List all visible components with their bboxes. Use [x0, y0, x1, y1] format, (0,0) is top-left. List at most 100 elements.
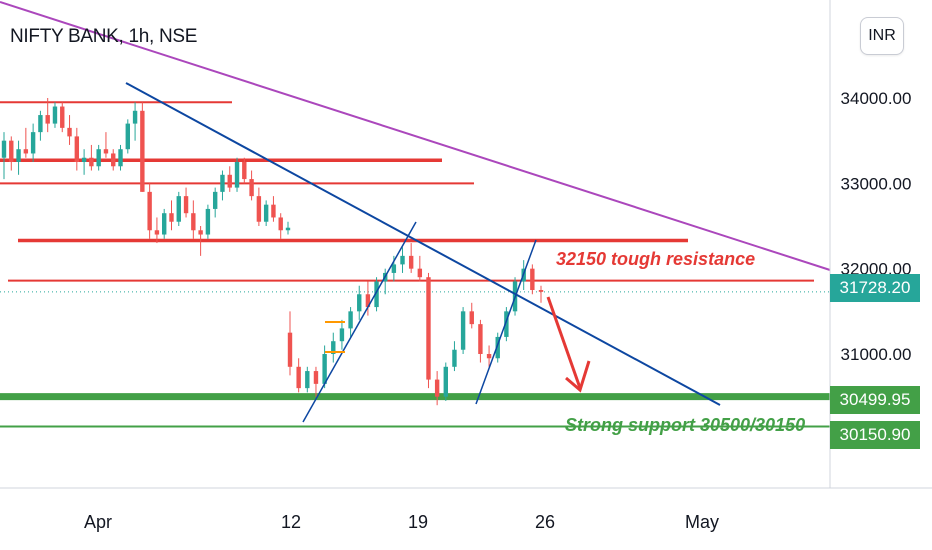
candle-body [285, 227, 291, 231]
candle [52, 102, 58, 128]
candle-body [52, 106, 58, 124]
candle-body [16, 149, 21, 162]
candle [305, 366, 310, 393]
candle-body [256, 196, 262, 222]
descending-trend-line [125, 82, 721, 406]
price-tick-label: 32000.00 [841, 260, 912, 279]
forecast-arrow-shaft [546, 296, 582, 389]
rising-channel-line-2 [475, 239, 537, 405]
candle-body [234, 162, 240, 188]
candle-body [322, 354, 327, 384]
support-low-price-label: 30150.90 [830, 421, 920, 449]
candle [16, 140, 21, 175]
candle-body [212, 191, 218, 209]
candle [176, 191, 181, 226]
candle-body [118, 149, 123, 167]
candle [256, 187, 262, 226]
candle [408, 243, 414, 273]
candle [313, 366, 319, 397]
candle [111, 149, 116, 171]
candle-body [339, 328, 345, 342]
candle-body [191, 213, 196, 231]
candle-body [38, 115, 43, 133]
candle [60, 102, 65, 133]
candle-body [74, 136, 80, 162]
candle-body [147, 191, 152, 231]
time-tick-label: 12 [281, 512, 301, 532]
candle [339, 319, 345, 350]
candle-body [67, 127, 72, 137]
candle [443, 362, 448, 401]
candle-body [460, 311, 466, 350]
price-tick-label: 33000.00 [841, 174, 912, 193]
candle [374, 277, 379, 312]
candle-body [348, 311, 353, 329]
candle-body [96, 149, 101, 167]
candle-body [478, 324, 483, 354]
horizontal-levels [0, 101, 830, 428]
candle [125, 119, 130, 154]
candle [400, 247, 405, 273]
candle-body [271, 204, 276, 218]
candle-body [538, 290, 544, 292]
candle-body [242, 162, 247, 180]
candle [234, 157, 240, 192]
candle [460, 307, 466, 354]
candle [89, 144, 94, 171]
candle-body [103, 149, 109, 154]
time-tick-label: 19 [408, 512, 428, 532]
current-price-label: 31728.20 [830, 274, 920, 302]
candle [212, 187, 218, 218]
rising-channel-line-1 [302, 221, 417, 423]
candle-body [1, 140, 7, 158]
candle-body [469, 311, 474, 325]
candle [81, 149, 87, 175]
candle-body [296, 366, 301, 389]
price-tick-label: 31000.00 [841, 345, 912, 364]
candlesticks [1, 98, 544, 406]
candle-body [249, 179, 254, 197]
time-tick-label: 26 [535, 512, 555, 532]
candle [478, 319, 483, 363]
candle-body [305, 371, 310, 389]
candle [285, 221, 291, 235]
candle [530, 264, 535, 295]
candle-body [486, 354, 492, 359]
resistance-annotation: 32150 tough resistance [556, 249, 755, 269]
candle-body [111, 153, 116, 167]
candle-body [125, 123, 130, 150]
candle [426, 272, 431, 389]
candle [103, 132, 109, 158]
candle-body [374, 281, 379, 308]
candle [169, 200, 174, 231]
currency-button[interactable]: INR [860, 17, 904, 55]
candle-body [198, 230, 203, 235]
candle [23, 127, 29, 158]
candle [154, 217, 160, 244]
upper-trend-line [0, 1, 831, 271]
candle [538, 285, 544, 303]
candle [296, 358, 301, 393]
candle-body [278, 217, 283, 231]
candle-body [391, 264, 397, 273]
candle [147, 183, 152, 239]
price-axis: 34000.00 33000.00 32000.00 31000.00 [829, 0, 912, 488]
candle-body [417, 268, 423, 278]
support-annotation: Strong support 30500/30150 [565, 415, 805, 435]
candle [357, 285, 362, 320]
candle-body [81, 157, 87, 162]
support-high-price-label: 30499.95 [830, 386, 920, 414]
candle [486, 345, 492, 367]
candle-body [495, 336, 500, 359]
candle [205, 204, 211, 239]
candle [495, 332, 500, 363]
candle [365, 281, 371, 316]
candle-body [227, 174, 232, 188]
candle [67, 115, 72, 145]
candle-body [287, 332, 293, 367]
candle [417, 255, 423, 282]
candle-body [400, 255, 405, 265]
candle-body [365, 294, 371, 308]
candle [331, 332, 336, 363]
